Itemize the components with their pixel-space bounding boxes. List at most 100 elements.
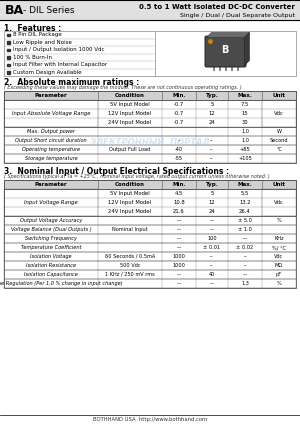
- Text: W: W: [277, 129, 281, 134]
- Bar: [4, 279, 296, 288]
- Bar: [4, 100, 296, 127]
- Text: 1.0: 1.0: [241, 138, 249, 143]
- Text: Custom Design Available: Custom Design Available: [13, 70, 82, 75]
- Text: --: --: [243, 254, 247, 259]
- Text: --: --: [210, 138, 214, 143]
- Polygon shape: [244, 32, 250, 65]
- Bar: [4, 261, 296, 270]
- Text: Vdc: Vdc: [274, 254, 284, 259]
- Text: ---: ---: [176, 245, 181, 250]
- Text: Temperature Coefficient: Temperature Coefficient: [21, 245, 81, 250]
- Text: -0.7: -0.7: [174, 120, 184, 125]
- Bar: [4, 180, 296, 288]
- Text: BOTHHAND USA  http://www.bothhand.com: BOTHHAND USA http://www.bothhand.com: [93, 417, 207, 422]
- Text: 13.2: 13.2: [239, 200, 251, 205]
- Bar: [224, 65, 226, 71]
- Text: 24: 24: [208, 209, 215, 214]
- Text: pF: pF: [276, 272, 282, 277]
- Text: ЭЛЕКТРОННЫЙ  ПОРТАЛ: ЭЛЕКТРОННЫЙ ПОРТАЛ: [90, 139, 210, 147]
- Bar: [4, 145, 296, 154]
- Text: 100 % Burn-In: 100 % Burn-In: [13, 55, 52, 60]
- Text: ---: ---: [242, 236, 247, 241]
- Bar: [4, 127, 296, 136]
- Text: Isolation Capacitance: Isolation Capacitance: [24, 272, 78, 277]
- Bar: [7, 63, 10, 66]
- Text: Vdc: Vdc: [274, 111, 284, 116]
- Text: Input Absolute Voltage Range: Input Absolute Voltage Range: [12, 111, 90, 116]
- Bar: [7, 34, 10, 36]
- Text: Parameter: Parameter: [35, 93, 67, 98]
- FancyBboxPatch shape: [205, 36, 246, 67]
- Text: %/ °C: %/ °C: [272, 245, 286, 250]
- Text: 5: 5: [210, 191, 214, 196]
- Text: +85: +85: [240, 147, 250, 152]
- Text: 26.4: 26.4: [239, 209, 251, 214]
- Text: ---: ---: [176, 218, 181, 223]
- Bar: [4, 270, 296, 279]
- Text: +105: +105: [238, 156, 252, 161]
- Text: 2.  Absolute maximum ratings :: 2. Absolute maximum ratings :: [4, 78, 139, 87]
- Text: 3.  Nominal Input / Output Electrical Specifications :: 3. Nominal Input / Output Electrical Spe…: [4, 167, 229, 176]
- Text: ---: ---: [209, 227, 214, 232]
- Text: 7.5: 7.5: [241, 102, 249, 107]
- Text: 21.6: 21.6: [173, 209, 185, 214]
- Text: --: --: [210, 147, 214, 152]
- Text: 100: 100: [207, 236, 217, 241]
- Text: Condition: Condition: [115, 93, 145, 98]
- Text: 1.  Features :: 1. Features :: [4, 24, 61, 33]
- Text: 5.5: 5.5: [241, 191, 249, 196]
- Text: Low Ripple and Noise: Low Ripple and Noise: [13, 40, 72, 45]
- Text: --: --: [177, 138, 181, 143]
- Bar: [7, 48, 10, 51]
- Text: Isolation Resistance: Isolation Resistance: [26, 263, 76, 268]
- Text: Input Filter with Internal Capacitor: Input Filter with Internal Capacitor: [13, 62, 107, 67]
- Text: BA: BA: [5, 3, 24, 17]
- Text: --: --: [210, 254, 214, 259]
- Text: 60 Seconds / 0.5mA: 60 Seconds / 0.5mA: [105, 254, 155, 259]
- Bar: [4, 225, 296, 234]
- Text: Typ.: Typ.: [206, 182, 218, 187]
- Text: ± 5.0: ± 5.0: [238, 218, 252, 223]
- Text: Output Voltage Accuracy: Output Voltage Accuracy: [20, 218, 82, 223]
- Text: ( Specifications typical at Ta = +25°C , nominal input voltage, rated output cur: ( Specifications typical at Ta = +25°C ,…: [4, 174, 270, 179]
- Bar: [4, 234, 296, 243]
- Text: ---: ---: [176, 272, 181, 277]
- Text: 5: 5: [210, 102, 214, 107]
- Text: 12V Input Model: 12V Input Model: [108, 200, 152, 205]
- Bar: [7, 41, 10, 43]
- Bar: [212, 65, 214, 71]
- Bar: [4, 31, 296, 76]
- Text: ( Exceeding these values may damage the module. These are not continuous operati: ( Exceeding these values may damage the …: [4, 85, 242, 90]
- Text: 1 KHz / 250 mV rms: 1 KHz / 250 mV rms: [105, 272, 155, 277]
- Text: Max.: Max.: [238, 182, 252, 187]
- Text: °C: °C: [276, 147, 282, 152]
- Text: Unit: Unit: [272, 182, 286, 187]
- Text: Second: Second: [270, 138, 288, 143]
- Bar: [4, 91, 296, 100]
- Text: -55: -55: [175, 156, 183, 161]
- Text: ± 0.02: ± 0.02: [236, 245, 254, 250]
- Text: Storage temperature: Storage temperature: [25, 156, 77, 161]
- Text: -0.7: -0.7: [174, 111, 184, 116]
- Bar: [262, 189, 296, 216]
- Bar: [4, 154, 296, 163]
- Text: 1000: 1000: [172, 263, 185, 268]
- Text: Nominal Input: Nominal Input: [112, 227, 148, 232]
- Text: ---: ---: [209, 281, 214, 286]
- Text: %: %: [277, 218, 281, 223]
- Text: 500 Vdc: 500 Vdc: [120, 263, 140, 268]
- Text: %: %: [277, 281, 281, 286]
- Bar: [4, 91, 296, 100]
- Text: ---: ---: [176, 227, 181, 232]
- Text: Output Short circuit duration: Output Short circuit duration: [15, 138, 87, 143]
- Bar: [4, 180, 296, 189]
- Text: Min.: Min.: [172, 93, 186, 98]
- Text: -40: -40: [175, 147, 183, 152]
- Text: Min.: Min.: [172, 182, 186, 187]
- Text: 5V Input Model: 5V Input Model: [110, 191, 150, 196]
- Text: 5V Input Model: 5V Input Model: [110, 102, 150, 107]
- Text: Parameter: Parameter: [35, 182, 67, 187]
- Text: KHz: KHz: [274, 236, 284, 241]
- Bar: [230, 65, 232, 71]
- Bar: [262, 100, 296, 127]
